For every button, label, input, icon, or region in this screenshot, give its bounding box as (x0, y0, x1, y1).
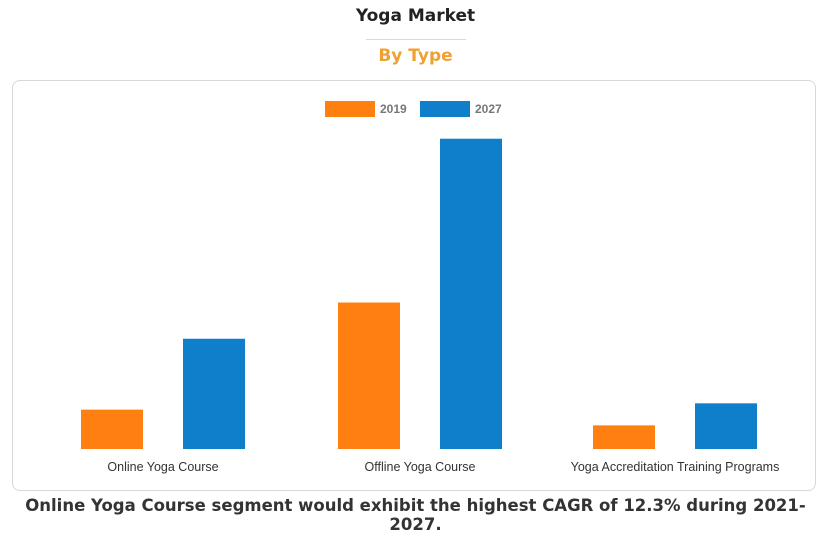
bar-chart: 2019 2027 Online Yoga Course Offline Yoga C… (81, 101, 780, 474)
bar-2019-1[interactable] (338, 302, 400, 449)
legend-label-2019[interactable]: 2019 (380, 102, 407, 116)
bar-2019-0[interactable] (81, 409, 143, 449)
x-tick-label: Online Yoga Course (107, 460, 218, 474)
x-tick-label: Yoga Accreditation Training Programs (571, 460, 780, 474)
title-divider (366, 39, 466, 40)
bar-2027-1[interactable] (440, 138, 502, 449)
chart-subtitle: By Type (378, 46, 453, 66)
legend-swatch-2027[interactable] (420, 101, 470, 117)
legend-swatch-2019[interactable] (325, 101, 375, 117)
x-tick-label: Offline Yoga Course (365, 460, 476, 474)
bar-2019-2[interactable] (593, 425, 655, 449)
bar-2027-0[interactable] (183, 338, 245, 449)
chart-title: Yoga Market (355, 6, 476, 26)
legend-label-2027[interactable]: 2027 (475, 102, 502, 116)
footer-note: Online Yoga Course segment would exhibit… (25, 496, 806, 534)
bar-2027-2[interactable] (695, 403, 757, 449)
chart-panel: 2019 2027 Online Yoga Course Offline Yoga C… (12, 80, 816, 491)
